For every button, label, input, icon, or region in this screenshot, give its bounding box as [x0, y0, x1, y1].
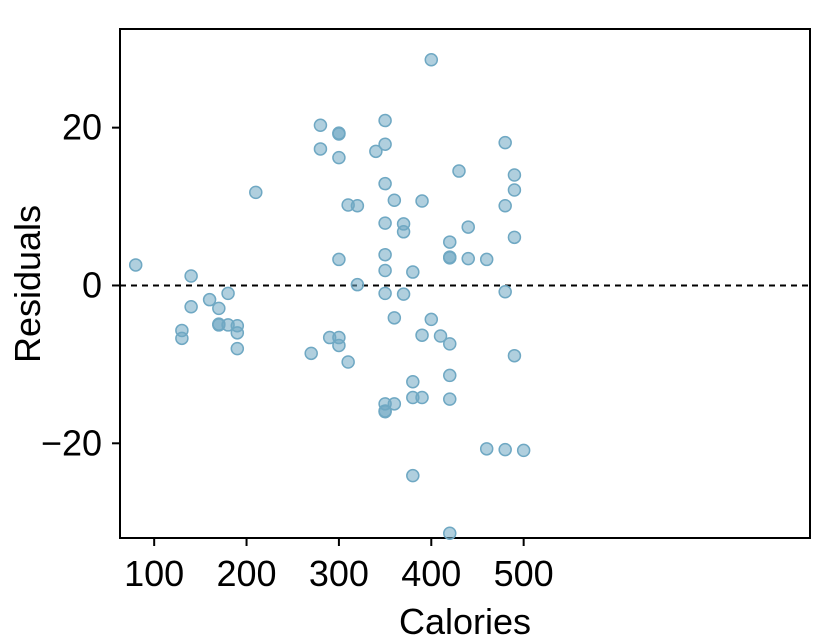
data-point	[507, 230, 522, 245]
data-point	[313, 118, 328, 133]
data-point	[461, 220, 475, 234]
data-point	[498, 285, 512, 299]
x-axis: 100 200 300 400 500	[124, 538, 554, 594]
data-point	[443, 392, 457, 406]
data-point	[443, 250, 457, 264]
data-point	[424, 312, 439, 327]
plot-frame	[119, 28, 811, 539]
x-tick-label: 300	[309, 553, 369, 594]
x-axis-title: Calories	[399, 601, 531, 642]
data-point	[378, 176, 392, 191]
data-point	[507, 348, 522, 363]
data-point	[332, 338, 346, 353]
x-tick-label: 200	[217, 553, 277, 594]
data-point	[433, 329, 448, 343]
x-tick-label: 500	[494, 553, 554, 594]
data-point	[230, 326, 245, 340]
data-point	[479, 252, 494, 267]
data-point	[452, 164, 466, 178]
data-point	[396, 225, 411, 239]
data-point	[332, 150, 346, 165]
y-tick-label: 0	[82, 264, 102, 305]
data-point	[378, 113, 392, 128]
data-point	[175, 331, 189, 346]
y-tick-label: −20	[41, 422, 102, 463]
data-point	[341, 355, 355, 369]
data-point	[387, 311, 402, 325]
data-point	[443, 526, 457, 541]
data-point	[378, 404, 392, 419]
data-point	[378, 137, 392, 151]
data-point	[378, 286, 392, 301]
x-tick-label: 400	[401, 553, 461, 594]
data-point	[396, 287, 411, 301]
y-axis: −20 0 20	[41, 107, 120, 463]
data-point	[424, 53, 439, 67]
data-point	[378, 263, 392, 278]
data-point	[128, 258, 143, 272]
data-point	[406, 468, 420, 483]
data-point	[415, 390, 429, 405]
data-point	[415, 194, 429, 208]
data-point	[184, 300, 198, 314]
data-point	[479, 442, 494, 456]
data-points-group	[128, 53, 531, 541]
data-point	[498, 442, 512, 457]
data-point	[406, 265, 420, 279]
data-point	[443, 337, 457, 351]
data-point	[332, 252, 346, 267]
data-point	[516, 443, 531, 458]
data-point	[443, 368, 457, 383]
data-point	[249, 185, 263, 200]
data-point	[387, 193, 402, 207]
data-point	[332, 127, 346, 141]
data-point	[212, 301, 226, 316]
data-point	[507, 168, 522, 182]
data-point	[304, 346, 318, 361]
data-point	[350, 277, 365, 292]
data-point	[184, 269, 198, 283]
data-point	[415, 328, 429, 342]
data-point	[498, 199, 512, 213]
data-point	[313, 142, 328, 156]
data-point	[378, 216, 392, 230]
y-tick-label: 20	[62, 107, 102, 148]
data-point	[443, 235, 457, 249]
x-tick-label: 100	[124, 553, 184, 594]
data-point	[498, 135, 512, 150]
data-point	[350, 199, 365, 213]
data-point	[369, 144, 383, 159]
data-point	[406, 374, 420, 389]
data-point	[507, 183, 522, 197]
data-point	[387, 397, 402, 411]
data-point	[202, 292, 217, 307]
y-axis-title: Residuals	[7, 205, 48, 363]
data-point	[378, 247, 392, 262]
data-point	[461, 251, 475, 266]
data-point	[230, 341, 245, 356]
data-point	[221, 286, 235, 301]
